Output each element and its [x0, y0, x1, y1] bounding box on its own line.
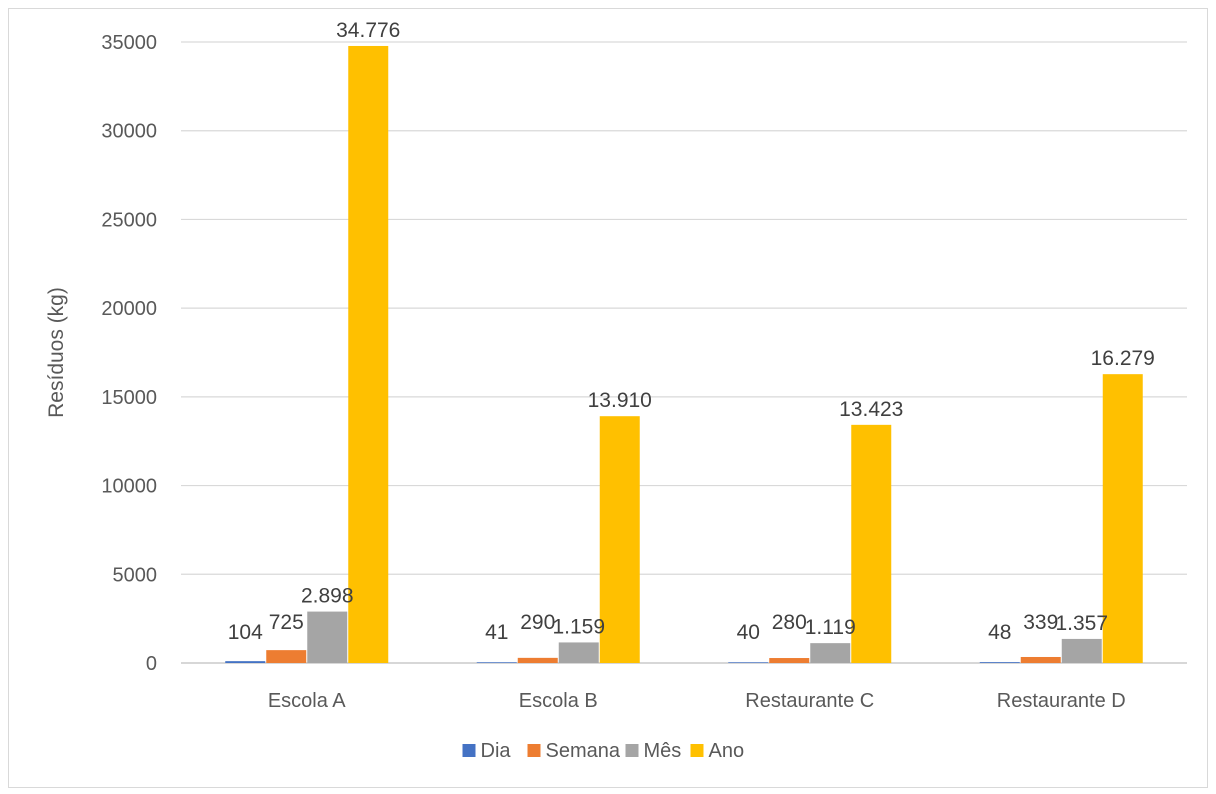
y-axis-title: Resíduos (kg): [45, 287, 68, 418]
y-tick-label: 35000: [101, 32, 157, 54]
legend-label: Ano: [709, 740, 745, 762]
data-label: 13.910: [588, 389, 652, 412]
bar-ano: [1102, 374, 1143, 663]
data-label: 1.357: [1055, 612, 1108, 635]
legend-label: Dia: [481, 740, 512, 762]
chart-frame: 0 5000 10000 15000 20000 25000 30000 35000 104 7…: [8, 8, 1208, 788]
bar-ano: [599, 416, 640, 663]
y-tick-label: 20000: [101, 298, 157, 320]
bar-mês: [1061, 638, 1102, 663]
data-label: 40: [737, 621, 760, 644]
data-label: 16.279: [1091, 347, 1155, 370]
x-axis-categories: Escola A Escola B Restaurante C Restaurante…: [268, 690, 1126, 712]
y-tick-label: 25000: [101, 209, 157, 231]
legend-swatch-mês: [625, 744, 639, 757]
bar-semana: [1020, 656, 1061, 663]
bar-semana: [769, 658, 810, 663]
y-axis-ticks: 0 5000 10000 15000 20000 25000 30000 35000: [101, 32, 157, 675]
gridlines: [181, 41, 1187, 664]
y-tick-label: 10000: [101, 476, 157, 498]
bar-semana: [266, 650, 307, 663]
x-category-label: Escola A: [268, 690, 346, 712]
legend-swatch-semana: [527, 744, 541, 757]
bars: [225, 45, 1143, 663]
data-label: 1.119: [805, 616, 856, 639]
legend-swatch-ano: [690, 744, 704, 757]
bar-ano: [348, 45, 389, 663]
data-label: 48: [988, 621, 1011, 644]
x-category-label: Restaurante D: [997, 690, 1126, 712]
legend: Dia Semana Mês Ano: [462, 740, 745, 762]
data-label: 280: [772, 611, 807, 634]
data-label: 1.159: [552, 615, 605, 638]
data-label: 725: [269, 611, 304, 634]
y-tick-label: 15000: [101, 387, 157, 409]
data-label: 41: [485, 621, 508, 644]
data-label: 34.776: [336, 19, 400, 42]
data-label: 339: [1023, 611, 1058, 634]
bar-dia: [728, 662, 769, 663]
bar-mês: [307, 611, 348, 663]
legend-label: Mês: [644, 740, 682, 762]
bar-semana: [517, 657, 558, 663]
y-tick-label: 5000: [113, 564, 158, 586]
y-tick-label: 0: [146, 653, 157, 675]
data-label: 13.423: [839, 398, 903, 421]
y-tick-label: 30000: [101, 121, 157, 143]
data-label: 104: [228, 621, 263, 644]
legend-label: Semana: [546, 740, 621, 762]
x-category-label: Escola B: [519, 690, 598, 712]
bar-chart: 0 5000 10000 15000 20000 25000 30000 35000 104 7…: [45, 19, 1187, 762]
legend-swatch-dia: [462, 744, 476, 757]
data-label: 2.898: [301, 585, 354, 608]
bar-dia: [979, 662, 1020, 663]
x-category-label: Restaurante C: [745, 690, 874, 712]
data-label: 290: [520, 611, 555, 634]
bar-mês: [810, 643, 851, 663]
bar-ano: [851, 424, 892, 663]
bar-dia: [225, 661, 266, 663]
bar-dia: [476, 662, 517, 663]
bar-mês: [558, 642, 599, 663]
